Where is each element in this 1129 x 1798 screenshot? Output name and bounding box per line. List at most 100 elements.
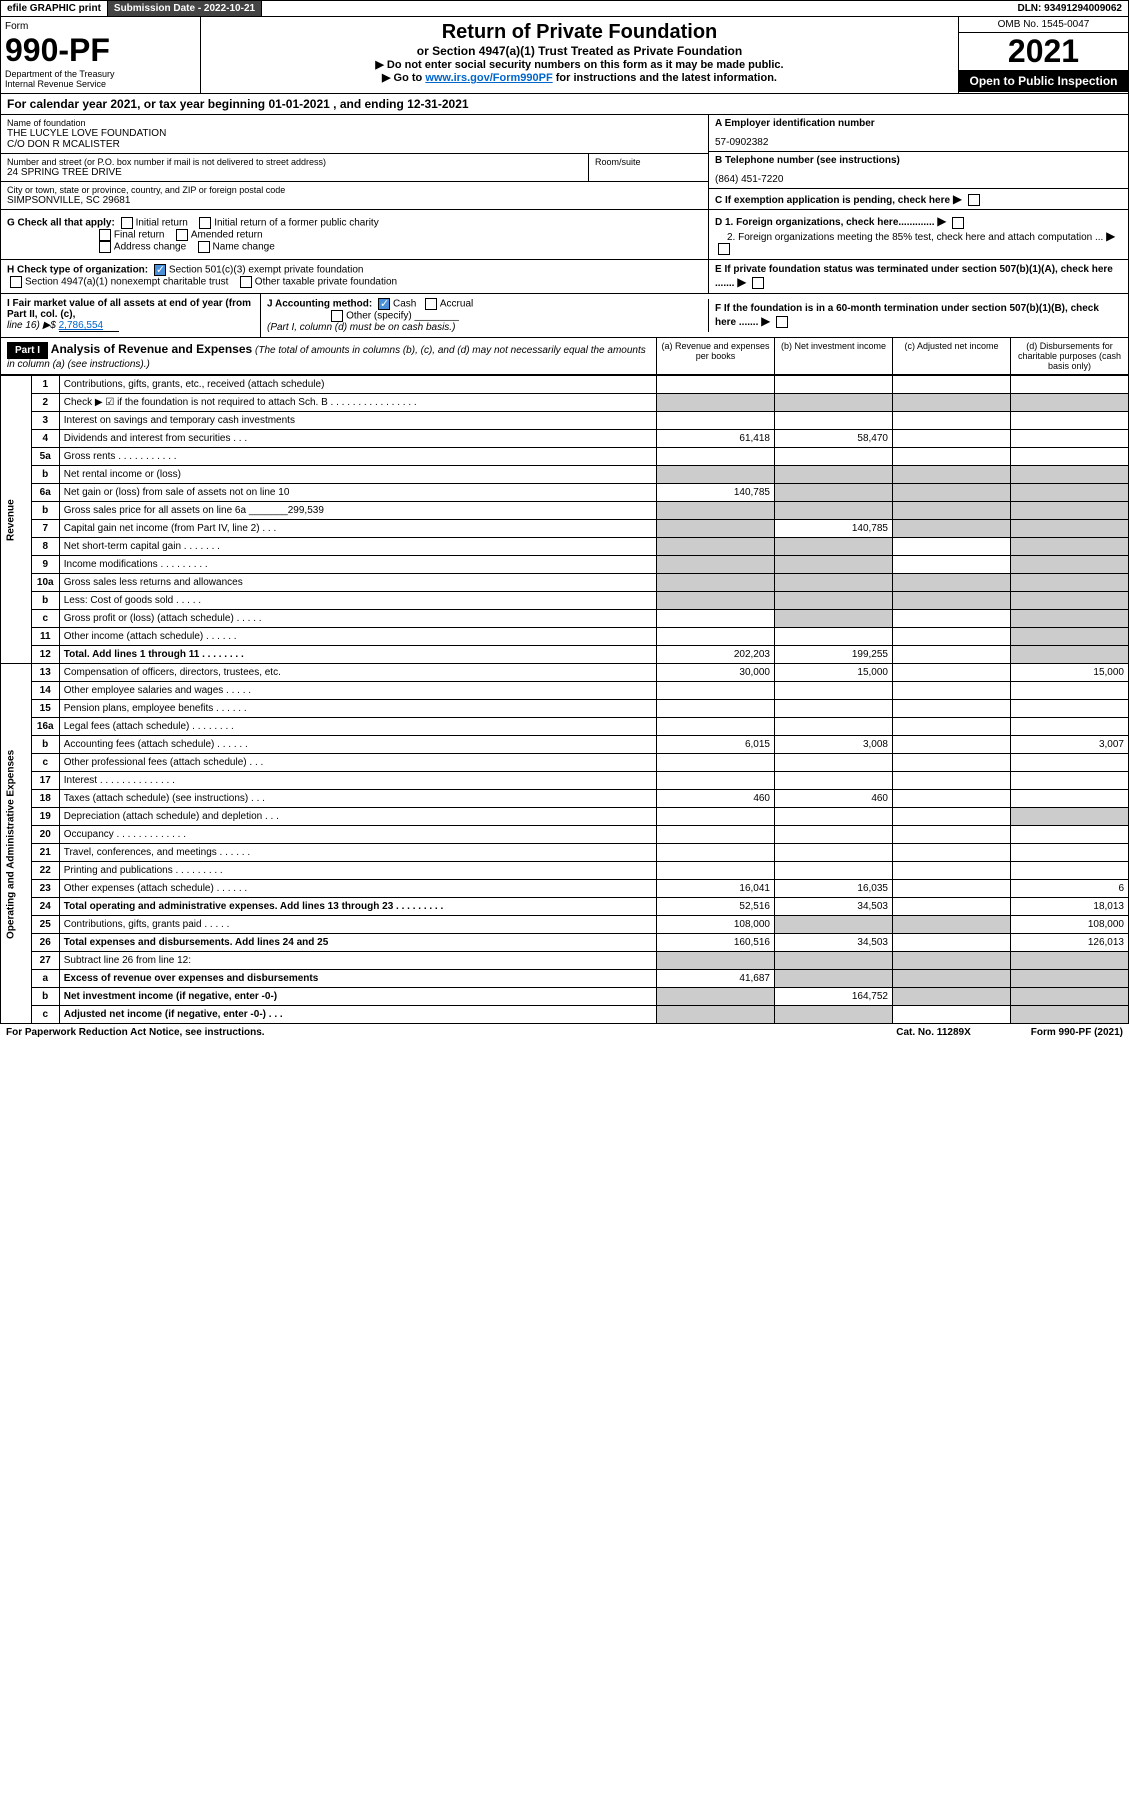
e-checkbox[interactable] <box>752 277 764 289</box>
amount-cell <box>893 628 1011 646</box>
line-number: 15 <box>31 700 59 718</box>
table-row: Revenue1Contributions, gifts, grants, et… <box>1 376 1129 394</box>
dept-label: Department of the Treasury <box>5 69 196 79</box>
amount-cell <box>775 952 893 970</box>
dln: DLN: 93491294009062 <box>1011 1 1128 16</box>
amount-cell <box>893 718 1011 736</box>
amount-cell <box>775 970 893 988</box>
amount-cell: 199,255 <box>775 646 893 664</box>
amount-cell <box>893 556 1011 574</box>
h-501c3[interactable] <box>154 264 166 276</box>
f-checkbox[interactable] <box>776 316 788 328</box>
line-number: 5a <box>31 448 59 466</box>
table-row: 5aGross rents . . . . . . . . . . . <box>1 448 1129 466</box>
h-4947[interactable] <box>10 276 22 288</box>
line-desc: Total expenses and disbursements. Add li… <box>59 934 656 952</box>
amount-cell <box>1011 700 1129 718</box>
line-number: 9 <box>31 556 59 574</box>
amount-cell: 3,008 <box>775 736 893 754</box>
line-desc: Interest on savings and temporary cash i… <box>59 412 656 430</box>
table-row: 11Other income (attach schedule) . . . .… <box>1 628 1129 646</box>
line-number: 1 <box>31 376 59 394</box>
line-desc: Depreciation (attach schedule) and deple… <box>59 808 656 826</box>
line-desc: Gross sales less returns and allowances <box>59 574 656 592</box>
g-address[interactable] <box>99 241 111 253</box>
table-row: 23Other expenses (attach schedule) . . .… <box>1 880 1129 898</box>
amount-cell <box>1011 844 1129 862</box>
amount-cell <box>775 718 893 736</box>
amount-cell <box>893 520 1011 538</box>
d2-checkbox[interactable] <box>718 243 730 255</box>
j-accrual[interactable] <box>425 298 437 310</box>
d1-checkbox[interactable] <box>952 217 964 229</box>
amount-cell: 34,503 <box>775 898 893 916</box>
amount-cell <box>893 484 1011 502</box>
g-amended[interactable] <box>176 229 188 241</box>
amount-cell: 460 <box>775 790 893 808</box>
form-label: Form <box>5 21 196 32</box>
line-number: c <box>31 610 59 628</box>
amount-cell <box>893 376 1011 394</box>
ein-cell: A Employer identification number 57-0902… <box>709 115 1128 152</box>
c-checkbox[interactable] <box>968 194 980 206</box>
amount-cell <box>775 484 893 502</box>
line-number: 6a <box>31 484 59 502</box>
form-header: Form 990-PF Department of the Treasury I… <box>0 17 1129 94</box>
amount-cell <box>1011 682 1129 700</box>
amount-cell <box>775 862 893 880</box>
table-row: 8Net short-term capital gain . . . . . .… <box>1 538 1129 556</box>
table-row: Operating and Administrative Expenses13C… <box>1 664 1129 682</box>
amount-cell <box>1011 520 1129 538</box>
table-row: 19Depreciation (attach schedule) and dep… <box>1 808 1129 826</box>
amount-cell <box>775 916 893 934</box>
amount-cell <box>893 610 1011 628</box>
amount-cell <box>1011 430 1129 448</box>
amount-cell <box>775 700 893 718</box>
amount-cell <box>1011 484 1129 502</box>
g-name[interactable] <box>198 241 210 253</box>
line-number: b <box>31 466 59 484</box>
table-row: 27Subtract line 26 from line 12: <box>1 952 1129 970</box>
line-number: 2 <box>31 394 59 412</box>
form-link[interactable]: www.irs.gov/Form990PF <box>425 72 552 84</box>
table-row: 20Occupancy . . . . . . . . . . . . . <box>1 826 1129 844</box>
amount-cell: 6 <box>1011 880 1129 898</box>
c-cell: C If exemption application is pending, c… <box>709 189 1128 209</box>
amount-cell <box>775 466 893 484</box>
line-desc: Other professional fees (attach schedule… <box>59 754 656 772</box>
amount-cell: 15,000 <box>1011 664 1129 682</box>
table-row: cAdjusted net income (if negative, enter… <box>1 1006 1129 1024</box>
amount-cell <box>1011 502 1129 520</box>
table-row: 12Total. Add lines 1 through 11 . . . . … <box>1 646 1129 664</box>
line-desc: Occupancy . . . . . . . . . . . . . <box>59 826 656 844</box>
line-number: 18 <box>31 790 59 808</box>
header-mid: Return of Private Foundation or Section … <box>201 17 958 93</box>
open-public: Open to Public Inspection <box>959 70 1128 92</box>
j-cash[interactable] <box>378 298 390 310</box>
line-number: 7 <box>31 520 59 538</box>
g-final[interactable] <box>99 229 111 241</box>
fmv-value[interactable]: 2,786,554 <box>59 320 119 332</box>
amount-cell <box>775 592 893 610</box>
part1-header: Part I Analysis of Revenue and Expenses … <box>0 338 1129 375</box>
g-initial-former[interactable] <box>199 217 211 229</box>
line-number: 8 <box>31 538 59 556</box>
table-row: 17Interest . . . . . . . . . . . . . . <box>1 772 1129 790</box>
table-row: 7Capital gain net income (from Part IV, … <box>1 520 1129 538</box>
g-initial[interactable] <box>121 217 133 229</box>
top-bar: efile GRAPHIC print Submission Date - 20… <box>0 0 1129 17</box>
line-desc: Printing and publications . . . . . . . … <box>59 862 656 880</box>
line-number: c <box>31 754 59 772</box>
amount-cell <box>775 772 893 790</box>
amount-cell <box>1011 556 1129 574</box>
line-desc: Income modifications . . . . . . . . . <box>59 556 656 574</box>
j-other[interactable] <box>331 310 343 322</box>
line-desc: Contributions, gifts, grants paid . . . … <box>59 916 656 934</box>
amount-cell <box>775 808 893 826</box>
part1-label: Part I <box>7 342 48 359</box>
amount-cell: 3,007 <box>1011 736 1129 754</box>
h-other[interactable] <box>240 276 252 288</box>
line-desc: Interest . . . . . . . . . . . . . . <box>59 772 656 790</box>
line-desc: Check ▶ ☑ if the foundation is not requi… <box>59 394 656 412</box>
amount-cell <box>657 394 775 412</box>
